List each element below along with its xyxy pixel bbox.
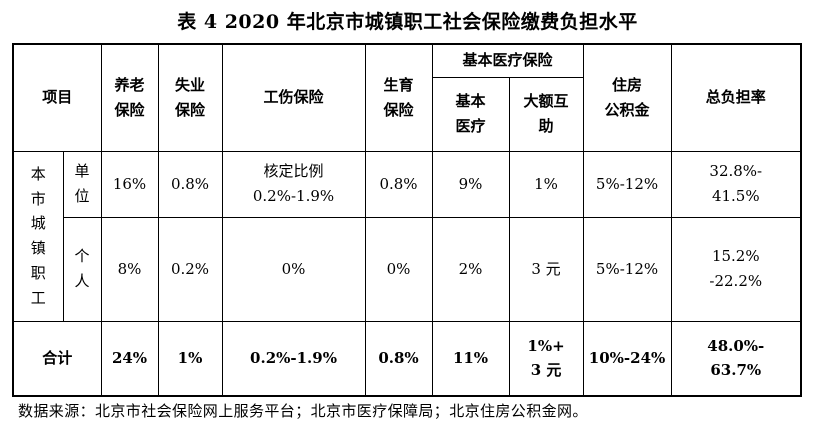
row-label-employer: 单位	[62, 150, 102, 218]
header-medical-group: 基本医疗保险	[431, 43, 584, 78]
header-injury: 工伤保险	[221, 43, 366, 152]
cell-pension: 8%	[100, 216, 159, 322]
table-row-total: 合计 24% 1% 0.2%-1.9% 0.8% 11% 1%+ 3 元 10%-…	[12, 320, 802, 397]
contribution-table: 项目 养老 保险 失业 保险 工伤保险 生育 保险 基本医疗保险 住房 公积金 总负担率…	[12, 43, 803, 397]
cell-injury: 核定比例 0.2%-1.9%	[221, 150, 366, 218]
header-housing: 住房 公积金	[582, 43, 672, 152]
cell-medical-major: 1%	[508, 150, 584, 218]
total-label: 合计	[12, 320, 102, 397]
cell-housing: 5%-12%	[582, 150, 672, 218]
cell-pension: 16%	[100, 150, 159, 218]
total-housing: 10%-24%	[582, 320, 672, 397]
cell-housing: 5%-12%	[582, 216, 672, 322]
cell-medical-basic: 2%	[431, 216, 510, 322]
header-item: 项目	[12, 43, 102, 152]
cell-medical-major: 3 元	[508, 216, 584, 322]
header-total: 总负担率	[670, 43, 802, 152]
cell-unemployment: 0.2%	[157, 216, 223, 322]
header-unemployment: 失业 保险	[157, 43, 223, 152]
header-medical-basic: 基本 医疗	[431, 76, 510, 152]
cell-total: 32.8%- 41.5%	[670, 150, 802, 218]
cell-maternity: 0.8%	[364, 150, 433, 218]
table-title: 表 4 2020 年北京市城镇职工社会保险缴费负担水平	[177, 11, 638, 33]
source-note: 数据来源：北京市社会保险网上服务平台；北京市医疗保障局；北京住房公积金网。	[18, 402, 588, 420]
cell-medical-basic: 9%	[431, 150, 510, 218]
total-unemployment: 1%	[157, 320, 223, 397]
cell-total: 15.2% -22.2%	[670, 216, 802, 322]
total-total: 48.0%- 63.7%	[670, 320, 802, 397]
total-maternity: 0.8%	[364, 320, 433, 397]
table-row-individual: 个人 8% 0.2% 0% 0% 2% 3 元 5%-12% 15.2% -22.…	[13, 216, 802, 322]
row-group-label: 本市 城镇 职工	[12, 150, 64, 322]
header-medical-major: 大额互助	[508, 76, 584, 152]
total-medical-basic: 11%	[431, 320, 510, 397]
total-injury: 0.2%-1.9%	[221, 320, 366, 397]
cell-unemployment: 0.8%	[157, 150, 223, 218]
total-pension: 24%	[100, 320, 159, 397]
row-label-individual: 个人	[62, 216, 102, 322]
header-pension: 养老 保险	[100, 43, 159, 152]
total-medical-major: 1%+ 3 元	[508, 320, 584, 397]
header-maternity: 生育 保险	[364, 43, 433, 152]
cell-injury: 0%	[221, 216, 366, 322]
table-row-employer: 本市 城镇 职工 单位 16% 0.8% 核定比例 0.2%-1.9% 0.8% …	[12, 150, 802, 322]
cell-maternity: 0%	[364, 216, 433, 322]
